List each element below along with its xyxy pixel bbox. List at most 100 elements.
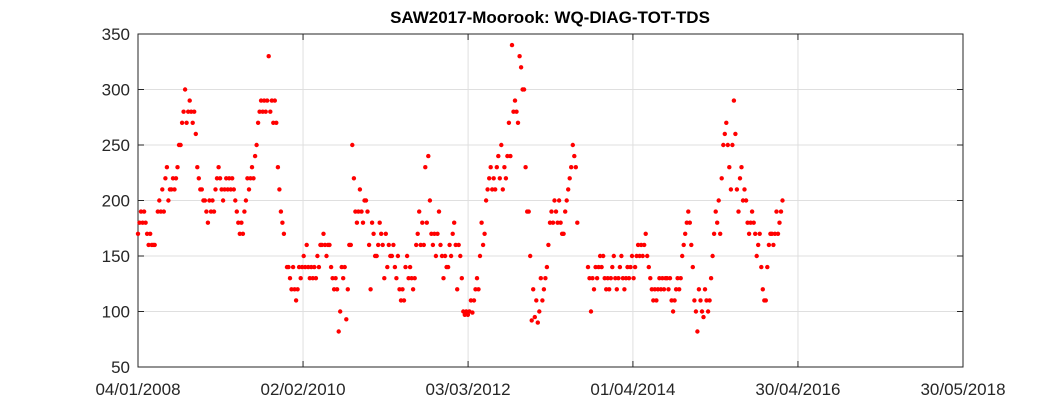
data-point — [205, 220, 211, 225]
data-point — [675, 276, 680, 281]
data-point — [570, 142, 575, 148]
data-point — [683, 231, 688, 236]
data-point — [465, 312, 471, 317]
data-point — [616, 276, 621, 281]
data-point — [585, 264, 591, 270]
data-point — [204, 209, 209, 214]
data-point — [420, 220, 425, 225]
data-point — [268, 109, 273, 114]
data-point — [719, 176, 724, 181]
data-point — [508, 153, 513, 159]
data-point — [569, 165, 574, 170]
data-point — [301, 253, 306, 259]
data-point — [667, 276, 673, 281]
data-point — [643, 231, 648, 236]
data-point — [181, 109, 186, 114]
data-point — [286, 264, 291, 270]
data-point — [365, 209, 370, 214]
data-point — [418, 242, 423, 248]
data-point — [531, 287, 536, 292]
data-point — [342, 264, 347, 270]
data-point — [293, 298, 299, 303]
data-point — [287, 276, 293, 281]
data-point — [400, 287, 405, 292]
data-point — [376, 242, 381, 248]
data-point — [157, 198, 162, 203]
data-point — [759, 264, 764, 270]
data-point — [496, 153, 501, 159]
data-point — [184, 120, 189, 126]
data-point — [220, 198, 226, 203]
data-point — [426, 153, 431, 159]
data-point — [182, 87, 188, 92]
data-point — [710, 253, 715, 259]
data-point — [135, 231, 141, 236]
data-point — [216, 165, 221, 170]
data-point — [477, 253, 483, 259]
data-point — [476, 287, 481, 292]
data-point — [648, 276, 653, 281]
data-point — [597, 253, 603, 259]
data-point — [278, 209, 284, 214]
data-point — [514, 109, 519, 114]
data-point — [187, 98, 192, 103]
data-point — [689, 242, 694, 248]
data-point — [281, 231, 287, 236]
data-point — [594, 276, 600, 281]
data-point — [617, 264, 623, 270]
data-point — [573, 165, 578, 170]
data-point — [152, 242, 157, 248]
data-point — [456, 242, 461, 248]
data-point — [707, 298, 712, 303]
data-point — [356, 209, 361, 214]
data-point — [448, 253, 454, 259]
data-point — [316, 264, 322, 270]
data-point — [749, 209, 755, 214]
data-point — [704, 298, 709, 303]
data-point — [628, 264, 633, 270]
x-tick-label: 30/05/2018 — [920, 380, 1005, 399]
data-point — [599, 264, 604, 270]
data-point — [724, 120, 729, 126]
data-point — [482, 231, 487, 236]
data-point — [312, 264, 317, 270]
data-point — [438, 242, 443, 248]
y-axis-ticks: 50 100 150 200 250 300 350 — [102, 25, 963, 377]
data-point — [334, 287, 340, 292]
data-point — [739, 165, 744, 170]
data-point — [660, 276, 665, 281]
data-point — [521, 87, 527, 92]
data-point — [736, 209, 741, 214]
data-point — [590, 276, 595, 281]
data-point — [445, 264, 451, 270]
data-point — [690, 264, 695, 270]
data-point — [414, 242, 419, 248]
data-point — [173, 176, 179, 181]
data-point — [502, 165, 507, 170]
data-point — [263, 109, 268, 114]
data-point — [563, 209, 568, 214]
data-point — [686, 209, 691, 214]
x-tick-label: 30/04/2016 — [755, 380, 840, 399]
data-point — [528, 253, 533, 259]
data-point — [480, 242, 486, 248]
data-point — [605, 276, 610, 281]
data-point — [175, 165, 180, 170]
data-point — [138, 209, 144, 214]
data-point — [190, 120, 195, 126]
data-point — [462, 312, 467, 317]
data-point — [377, 220, 382, 225]
data-point — [333, 276, 338, 281]
data-point — [277, 187, 282, 192]
y-tick-label: 50 — [111, 358, 130, 377]
data-point — [523, 165, 528, 170]
data-point — [275, 165, 281, 170]
data-point — [310, 276, 315, 281]
data-point — [541, 287, 547, 292]
data-point — [304, 242, 309, 248]
data-point — [441, 276, 446, 281]
data-point — [591, 287, 597, 292]
data-point — [298, 276, 303, 281]
data-point — [610, 264, 615, 270]
data-point — [487, 176, 492, 181]
